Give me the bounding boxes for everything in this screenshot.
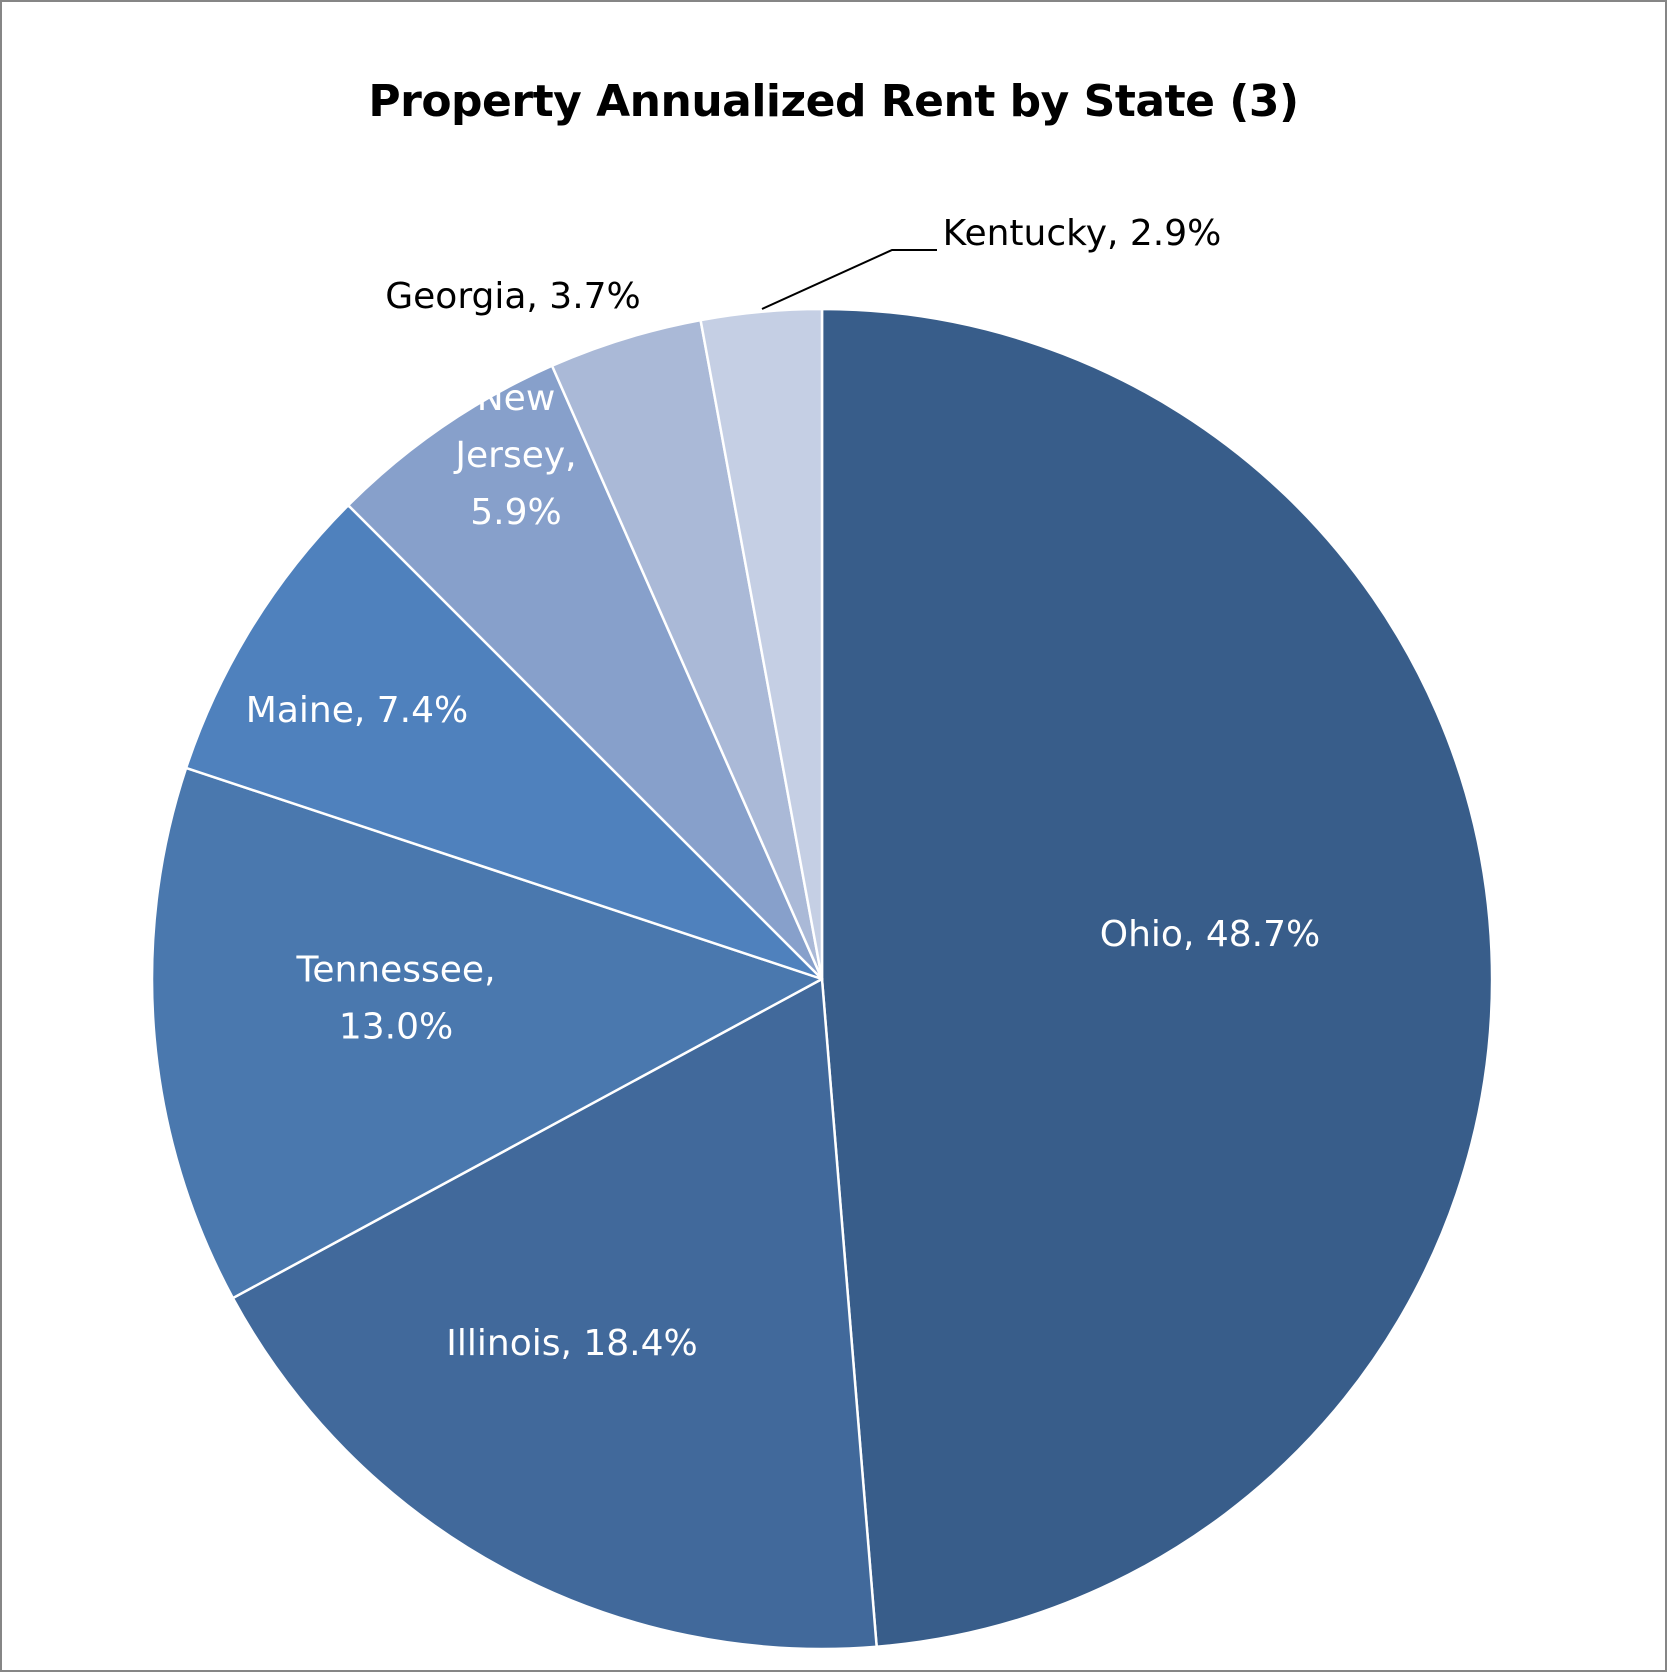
pie-slice-tennessee <box>150 766 824 1300</box>
data-label-illinois: Illinois, 18.4% <box>446 1323 697 1364</box>
pie-slice-ohio <box>820 307 1494 1649</box>
slices-layer <box>150 307 1494 1651</box>
data-label-new-jersey: New Jersey, 5.9% <box>453 378 576 533</box>
data-label-maine: Maine, 7.4% <box>246 690 468 731</box>
data-label-kentucky: Kentucky, 2.9% <box>943 213 1222 254</box>
labels-layer: Ohio, 48.7% Illinois, 18.4% Tennessee, 13.0… <box>246 213 1320 1364</box>
pie-slice-new-jersey <box>346 364 824 981</box>
leader-lines-layer <box>761 249 937 310</box>
pie-slice-kentucky <box>699 307 824 981</box>
chart-title: Property Annualized Rent by State (3) <box>368 76 1299 127</box>
leader-line-kentucky <box>761 249 937 310</box>
pie-slice-illinois <box>231 977 878 1651</box>
data-label-tennessee: Tennessee, 13.0% <box>295 950 495 1048</box>
pie-slice-maine <box>184 503 824 981</box>
data-label-ohio: Ohio, 48.7% <box>1100 914 1320 955</box>
data-label-georgia: Georgia, 3.7% <box>385 276 641 317</box>
